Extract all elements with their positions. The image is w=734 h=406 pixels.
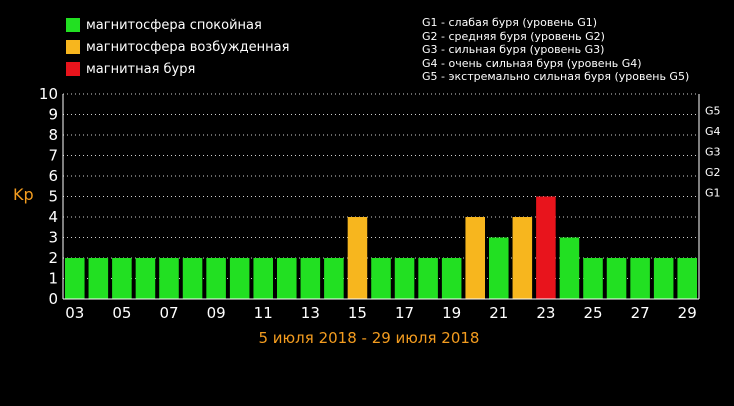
x-tick-label: 11 xyxy=(254,304,273,322)
g-legend-g1: G1 - слабая буря (уровень G1) xyxy=(422,16,598,29)
g-scale-label: G4 xyxy=(705,125,721,138)
x-tick-label: 27 xyxy=(631,304,650,322)
y-tick-label: 8 xyxy=(48,126,58,144)
y-tick-labels: 0 1 2 3 4 5 6 7 8 9 10 xyxy=(39,85,58,308)
bar xyxy=(653,258,674,299)
bars xyxy=(65,196,697,299)
bar xyxy=(489,237,509,299)
level-legend: магнитосфера спокойная магнитосфера возб… xyxy=(66,14,289,80)
bar xyxy=(88,258,109,299)
bar xyxy=(606,258,627,299)
g-scale-label: G2 xyxy=(705,166,721,179)
x-tick-label: 29 xyxy=(678,304,697,322)
g-legend-g2: G2 - средняя буря (уровень G2) xyxy=(422,29,605,43)
x-tick-label: 15 xyxy=(348,304,367,322)
x-tick-label: 03 xyxy=(65,304,84,322)
bar xyxy=(347,217,368,299)
gridlines xyxy=(63,93,699,279)
x-tick-label: 05 xyxy=(112,304,131,322)
bar xyxy=(112,258,132,299)
legend-label-active: магнитосфера возбужденная xyxy=(86,39,290,55)
bar xyxy=(182,258,203,299)
bar xyxy=(300,258,321,299)
bar xyxy=(65,258,85,299)
bar xyxy=(253,258,273,299)
y-tick-label: 2 xyxy=(48,249,58,267)
x-tick-label: 23 xyxy=(536,304,555,322)
x-tick-label: 19 xyxy=(442,304,461,322)
bar xyxy=(135,258,156,299)
y-tick-label: 10 xyxy=(39,85,58,103)
legend-item-active: магнитосфера возбужденная xyxy=(66,36,289,58)
x-tick-label: 13 xyxy=(301,304,320,322)
legend-swatch-active xyxy=(66,40,80,54)
bar xyxy=(512,217,533,299)
y-axis-label: Kp xyxy=(13,185,34,204)
y-tick-label: 6 xyxy=(48,167,58,185)
y-tick-label: 0 xyxy=(48,290,58,308)
bar xyxy=(324,258,344,299)
g-legend-g4: G4 - очень сильная буря (уровень G4) xyxy=(422,56,642,70)
g-scale-label: G5 xyxy=(705,105,721,118)
bar xyxy=(583,258,603,299)
legend-swatch-storm xyxy=(66,62,80,76)
legend-swatch-quiet xyxy=(66,18,80,32)
date-range: 5 июля 2018 - 29 июля 2018 xyxy=(258,329,480,347)
bar xyxy=(371,258,391,299)
x-tick-label: 25 xyxy=(583,304,602,322)
legend-label-storm: магнитная буря xyxy=(86,61,196,77)
y-tick-label: 1 xyxy=(48,270,58,288)
bar xyxy=(394,258,415,299)
y-tick-label: 9 xyxy=(48,106,58,124)
x-tick-label: 07 xyxy=(159,304,178,322)
g-scale-label: G1 xyxy=(705,187,721,200)
g-scale-label: G3 xyxy=(705,146,721,159)
bar xyxy=(465,217,485,299)
y-tick-label: 5 xyxy=(48,188,58,206)
y-tick-label: 4 xyxy=(48,208,58,226)
y-tick-label: 7 xyxy=(48,147,58,165)
legend-item-storm: магнитная буря xyxy=(66,58,289,80)
bar xyxy=(630,258,650,299)
bar xyxy=(418,258,438,299)
x-tick-label: 09 xyxy=(207,304,226,322)
bar xyxy=(536,196,556,299)
g-legend-g5: G5 - экстремально сильная буря (уровень … xyxy=(422,70,690,83)
axes xyxy=(62,94,700,300)
legend-label-quiet: магнитосфера спокойная xyxy=(86,17,262,33)
x-tick-label: 17 xyxy=(395,304,414,322)
bar xyxy=(229,258,250,299)
bar xyxy=(559,237,580,299)
bar xyxy=(159,258,179,299)
g-legend-g3: G3 - сильная буря (уровень G3) xyxy=(422,43,605,56)
g-scale-labels: G1 G2 G3 G4 G5 xyxy=(705,105,721,200)
bar xyxy=(677,258,697,299)
bar xyxy=(277,258,297,299)
x-tick-label: 21 xyxy=(489,304,508,322)
y-tick-label: 3 xyxy=(48,229,58,247)
bar xyxy=(441,258,462,299)
g-scale-legend: G1 - слабая буря (уровень G1) G2 - средн… xyxy=(422,16,689,84)
x-tick-labels: 03 05 07 09 11 13 15 17 19 21 23 25 27 29 xyxy=(65,304,697,322)
bar xyxy=(206,258,226,299)
legend-item-quiet: магнитосфера спокойная xyxy=(66,14,289,36)
